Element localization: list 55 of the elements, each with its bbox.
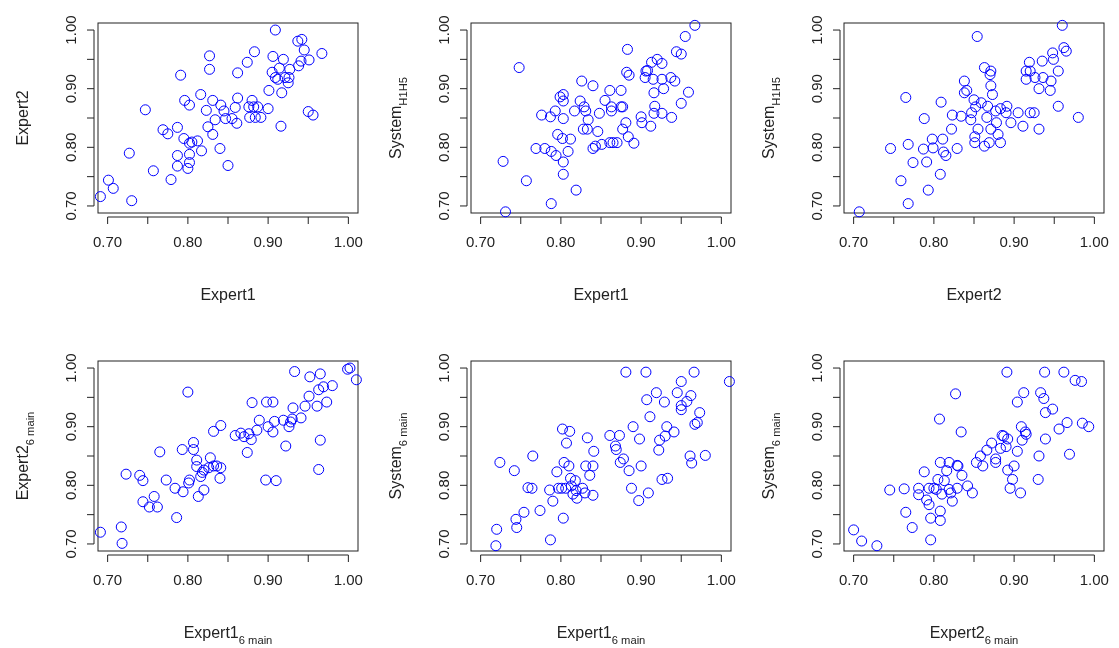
x-axis-title: Expert1 [573,286,629,303]
x-tick-label: 0.80 [173,571,203,588]
x-tick-label: 0.70 [93,571,123,588]
y-tick-label: 0.70 [62,191,79,221]
x-tick-label: 0.80 [919,571,949,588]
x-tick-label: 1.00 [706,571,736,588]
x-tick-label: 0.70 [466,571,496,588]
y-tick-label: 0.90 [808,74,825,104]
y-tick-label: 0.80 [62,470,79,500]
y-tick-label: 0.70 [435,529,452,559]
y-axis-title: Expert2 [14,90,31,146]
x-tick-label: 0.90 [999,571,1029,588]
x-tick-label: 1.00 [333,233,363,250]
x-axis-title: Expert1$_{6 main}$ [183,624,273,646]
x-tick-label: 0.70 [93,233,123,250]
y-tick-label: 0.80 [435,132,452,162]
y-tick-label: 1.00 [808,353,825,383]
y-tick-label: 0.80 [62,132,79,162]
x-tick-label: 0.90 [626,571,656,588]
x-tick-label: 1.00 [1079,571,1109,588]
y-tick-label: 1.00 [808,15,825,45]
y-tick-label: 0.90 [808,412,825,442]
y-tick-label: 0.70 [435,191,452,221]
y-tick-label: 1.00 [62,15,79,45]
y-tick-label: 0.70 [808,191,825,221]
y-tick-label: 0.90 [435,412,452,442]
x-tick-label: 0.80 [173,233,203,250]
y-tick-label: 0.90 [435,74,452,104]
x-tick-label: 0.90 [626,233,656,250]
x-axis-title: Expert1 [200,286,256,303]
x-tick-label: 0.70 [839,571,869,588]
x-tick-label: 0.70 [466,233,496,250]
x-tick-label: 0.80 [919,233,949,250]
y-tick-label: 0.80 [435,470,452,500]
x-tick-label: 0.80 [546,571,576,588]
x-tick-label: 0.80 [546,233,576,250]
x-tick-label: 0.90 [253,233,283,250]
y-tick-label: 1.00 [62,353,79,383]
y-tick-label: 0.80 [808,132,825,162]
x-axis-title: Expert1$_{6 main}$ [556,624,646,646]
x-tick-label: 0.90 [999,233,1029,250]
y-tick-label: 0.90 [62,412,79,442]
y-tick-label: 1.00 [435,15,452,45]
y-tick-label: 0.90 [62,74,79,104]
x-tick-label: 1.00 [706,233,736,250]
x-tick-label: 1.00 [333,571,363,588]
y-tick-label: 0.70 [808,529,825,559]
y-tick-label: 0.80 [808,470,825,500]
x-axis-title: Expert2$_{6 main}$ [929,624,1019,646]
x-tick-label: 1.00 [1079,233,1109,250]
x-axis-title: Expert2 [946,286,1002,303]
y-tick-label: 1.00 [435,353,452,383]
x-tick-label: 0.70 [839,233,869,250]
x-tick-label: 0.90 [253,571,283,588]
y-tick-label: 0.70 [62,529,79,559]
